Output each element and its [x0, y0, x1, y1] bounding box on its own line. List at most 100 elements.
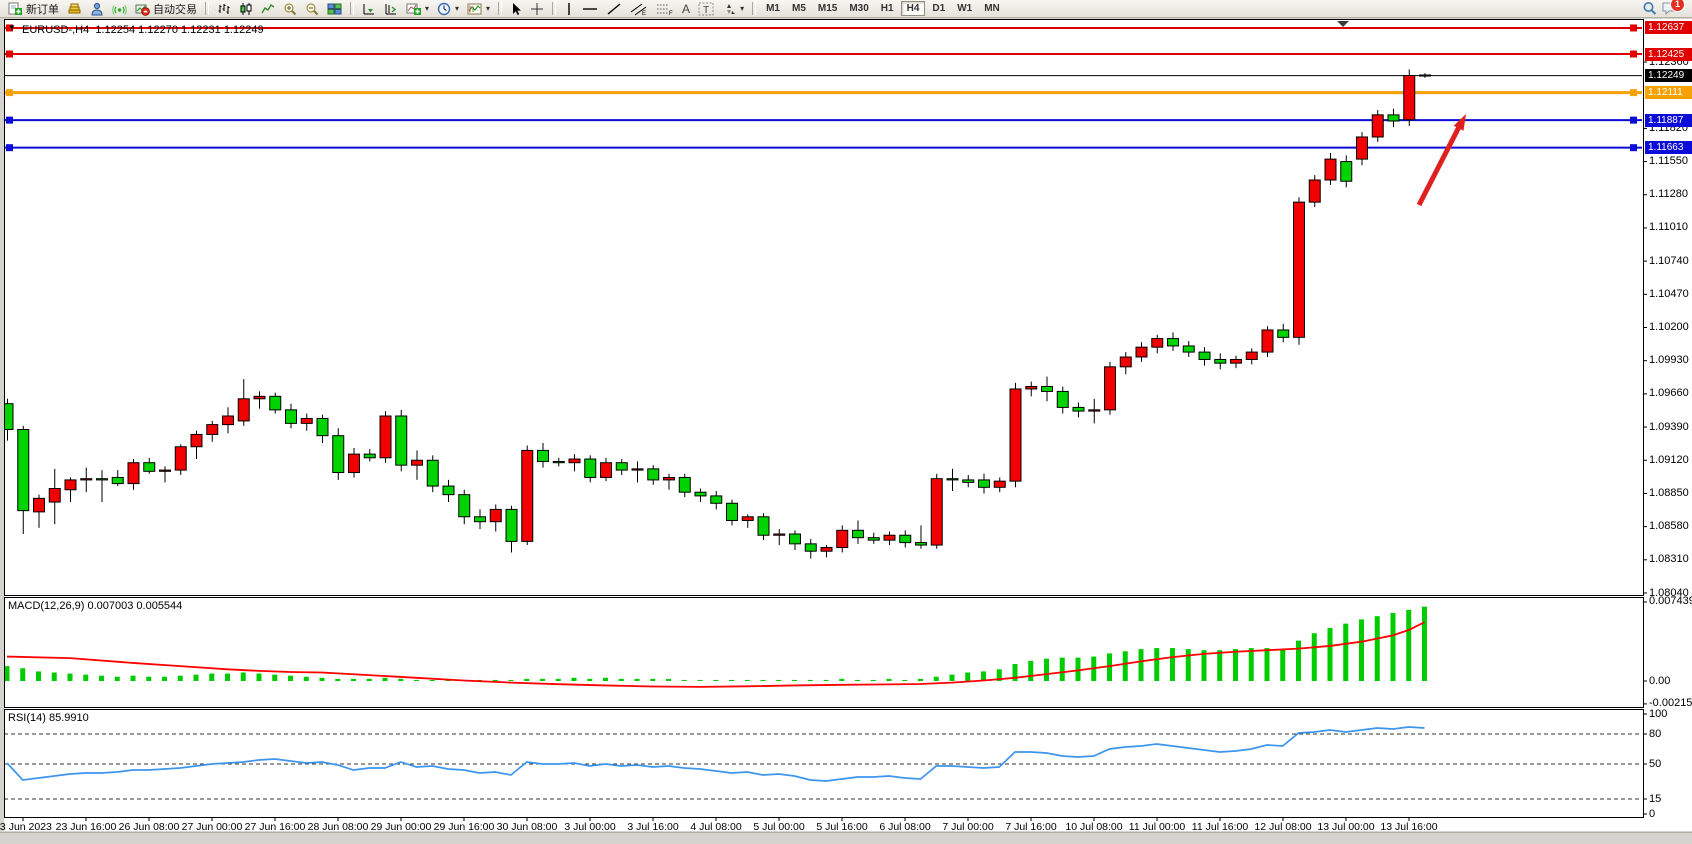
time-axis-label: 29 Jun 16:00	[433, 821, 495, 833]
zoom-out-icon	[306, 3, 319, 15]
time-axis-label: 5 Jul 00:00	[753, 821, 805, 833]
data-window-button[interactable]	[86, 1, 108, 17]
new-order-button[interactable]: 新订单	[4, 1, 63, 17]
search-button[interactable]	[1638, 1, 1661, 17]
templates-button[interactable]: ▾	[463, 1, 494, 17]
time-axis-label: 27 Jun 00:00	[181, 821, 243, 833]
line-chart-icon	[261, 3, 275, 13]
signal-icon	[112, 4, 127, 15]
toolbar-separator	[552, 2, 557, 15]
chart-symbol-label: EURUSD-,H4	[22, 24, 90, 36]
tf-button-M5[interactable]: M5	[791, 3, 806, 14]
main-toolbar: 新订单 自动交易 ▾ ▾	[0, 0, 1692, 18]
arrows-button[interactable]: ▾	[718, 1, 748, 17]
toolbar-separator	[205, 2, 209, 15]
auto-scroll-button[interactable]	[358, 1, 380, 17]
chart-ohlc-values: 1.12254 1.12270 1.12231 1.12249	[95, 24, 264, 36]
crosshair-button[interactable]	[526, 1, 548, 17]
fibonacci-icon: F	[657, 4, 673, 16]
vertical-line-button[interactable]	[560, 1, 578, 17]
templates-dropdown-caret[interactable]: ▾	[486, 4, 491, 13]
timeframe-group: M1 M5 M15 M30 H1 H4 D1 W1 MN	[760, 1, 1006, 16]
chart-shift-button[interactable]	[380, 1, 402, 17]
clock-icon	[437, 2, 451, 15]
time-axis-label: 23 Jun 2023	[0, 821, 52, 833]
zoom-in-button[interactable]	[279, 1, 301, 17]
text-label-button[interactable]: T	[694, 1, 718, 17]
horizontal-line-button[interactable]	[578, 1, 602, 17]
market-watch-button[interactable]	[63, 1, 86, 17]
time-axis-label: 4 Jul 08:00	[690, 821, 742, 833]
time-axis-label: 29 Jun 00:00	[370, 821, 432, 833]
zoom-out-button[interactable]	[301, 1, 323, 17]
rsi-axis-tick: 0	[1649, 807, 1656, 820]
equidistant-channel-button[interactable]: E	[626, 1, 652, 17]
cursor-button[interactable]	[506, 1, 526, 17]
window-bottom-strip	[0, 832, 1692, 844]
indicators-button[interactable]: ▾	[402, 1, 433, 17]
tf-button-M1[interactable]: M1	[766, 3, 780, 14]
candlestick-chart-button[interactable]	[235, 1, 257, 17]
price-axis-tick: 1.11550	[1649, 155, 1688, 168]
time-axis-label: 10 Jul 08:00	[1065, 821, 1123, 833]
zoom-in-icon	[284, 3, 297, 15]
rsi-axis-tick: 80	[1649, 727, 1662, 740]
time-axis-label: 7 Jul 00:00	[942, 821, 994, 833]
auto-trading-button[interactable]: 自动交易	[131, 1, 201, 17]
tf-button-H4[interactable]: H4	[900, 1, 926, 16]
price-line-label: 1.12111	[1645, 86, 1692, 100]
svg-text:F: F	[669, 11, 673, 16]
time-axis-label: 28 Jun 08:00	[307, 821, 369, 833]
signals-button[interactable]	[108, 1, 131, 17]
macd-pane[interactable]	[4, 597, 1644, 708]
arrows-dropdown-caret[interactable]: ▾	[740, 4, 745, 13]
rsi-indicator-label: RSI(14) 85.9910	[8, 712, 89, 724]
price-axis-tick: 1.09660	[1649, 387, 1689, 400]
time-axis-label: 6 Jul 08:00	[879, 821, 931, 833]
periods-dropdown-caret[interactable]: ▾	[455, 4, 460, 13]
text-button[interactable]: A	[678, 1, 694, 17]
bar-chart-button[interactable]	[213, 1, 235, 17]
tf-button-D1[interactable]: D1	[932, 3, 946, 14]
rsi-pane[interactable]	[4, 709, 1644, 818]
fibonacci-button[interactable]: F	[652, 1, 678, 17]
time-axis-label: 3 Jul 00:00	[564, 821, 616, 833]
periods-button[interactable]: ▾	[433, 1, 463, 17]
trendline-icon	[607, 2, 621, 15]
chart-collapse-icon[interactable]: ▼	[8, 23, 16, 32]
tf-button-M15[interactable]: M15	[817, 3, 838, 14]
trendline-button[interactable]	[602, 1, 626, 17]
tf-button-H1[interactable]: H1	[880, 3, 894, 14]
notifications-button[interactable]: 1	[1661, 0, 1685, 16]
templates-icon	[467, 3, 482, 14]
toolbar-separator	[498, 2, 503, 15]
auto-scroll-icon	[363, 3, 374, 14]
horizontal-line-icon	[583, 7, 598, 10]
crosshair-icon	[531, 2, 544, 15]
price-axis-tick: 1.11010	[1649, 221, 1688, 234]
indicators-icon	[406, 3, 421, 15]
new-order-icon	[8, 2, 22, 15]
time-axis-label: 27 Jun 16:00	[244, 821, 306, 833]
time-axis-label: 13 Jul 16:00	[1380, 821, 1438, 833]
indicators-dropdown-caret[interactable]: ▾	[425, 4, 430, 13]
channel-icon: E	[630, 3, 647, 16]
time-axis-label: 23 Jun 16:00	[55, 821, 117, 833]
tf-button-M30[interactable]: M30	[849, 3, 869, 14]
text-label-icon: T	[698, 2, 714, 16]
price-axis-tick: 1.09390	[1649, 420, 1689, 433]
macd-axis-tick: -0.002156	[1649, 697, 1692, 710]
time-axis-label: 26 Jun 08:00	[118, 821, 180, 833]
price-axis-tick: 1.08040	[1649, 586, 1689, 599]
tf-button-W1[interactable]: W1	[957, 3, 973, 14]
price-axis-tick: 1.10200	[1649, 321, 1689, 333]
tf-button-MN[interactable]: MN	[984, 3, 1000, 14]
price-pane[interactable]	[4, 19, 1644, 596]
price-axis-tick: 1.10470	[1649, 287, 1689, 300]
price-axis-tick: 1.08850	[1649, 486, 1689, 499]
tile-windows-button[interactable]	[323, 1, 346, 17]
time-axis-label: 12 Jul 08:00	[1254, 821, 1312, 833]
line-chart-button[interactable]	[257, 1, 279, 17]
auto-trading-icon	[135, 4, 150, 16]
price-axis-tick: 1.11280	[1649, 188, 1688, 201]
